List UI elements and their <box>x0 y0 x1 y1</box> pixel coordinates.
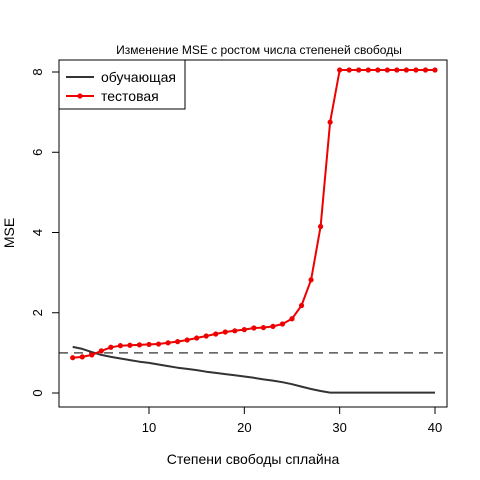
y-tick-label: 4 <box>30 229 45 236</box>
data-point <box>299 303 304 308</box>
data-point <box>366 67 371 72</box>
data-point <box>242 327 247 332</box>
data-point <box>213 331 218 336</box>
data-point <box>289 316 294 321</box>
chart-title: Изменение MSE с ростом числа степеней св… <box>116 43 402 57</box>
data-point <box>347 67 352 72</box>
data-point <box>108 345 113 350</box>
data-point <box>261 325 266 330</box>
data-point <box>337 67 342 72</box>
data-point <box>70 355 75 360</box>
data-point <box>394 67 399 72</box>
x-tick-label: 40 <box>428 420 442 435</box>
data-point <box>194 335 199 340</box>
data-point <box>308 277 313 282</box>
data-point <box>223 329 228 334</box>
data-point <box>232 328 237 333</box>
legend-label-test: тестовая <box>101 88 159 104</box>
x-tick-label: 30 <box>332 420 346 435</box>
data-point <box>118 343 123 348</box>
data-point <box>251 325 256 330</box>
data-point <box>165 340 170 345</box>
series-line-0 <box>73 347 435 393</box>
plot-box <box>59 60 447 407</box>
data-point <box>385 67 390 72</box>
x-tick-label: 10 <box>142 420 156 435</box>
data-point <box>156 341 161 346</box>
data-point <box>423 67 428 72</box>
data-point <box>89 352 94 357</box>
data-point <box>99 348 104 353</box>
data-point <box>413 67 418 72</box>
data-point <box>356 67 361 72</box>
data-point <box>185 337 190 342</box>
y-tick-label: 8 <box>30 68 45 75</box>
y-tick-label: 2 <box>30 309 45 316</box>
data-point <box>404 67 409 72</box>
data-point <box>127 343 132 348</box>
data-point <box>137 342 142 347</box>
data-point <box>328 120 333 125</box>
data-point <box>270 324 275 329</box>
data-point <box>146 342 151 347</box>
data-point <box>80 354 85 359</box>
data-point <box>175 339 180 344</box>
data-point <box>375 67 380 72</box>
data-point <box>432 67 437 72</box>
data-point <box>280 321 285 326</box>
legend-marker-test <box>77 93 82 98</box>
y-tick-label: 6 <box>30 149 45 156</box>
y-axis-label: MSE <box>1 218 17 248</box>
legend-label-train: обучающая <box>101 69 176 85</box>
data-point <box>318 224 323 229</box>
plot-area <box>59 67 447 392</box>
axes: 10 20 30 40 0 2 4 6 8 <box>30 68 442 435</box>
x-tick-label: 20 <box>237 420 251 435</box>
y-tick-label: 0 <box>30 389 45 396</box>
series-line-1 <box>73 70 435 358</box>
x-axis-label: Степени свободы сплайна <box>167 451 340 467</box>
legend: обучающая тестовая <box>59 60 185 109</box>
data-point <box>204 333 209 338</box>
